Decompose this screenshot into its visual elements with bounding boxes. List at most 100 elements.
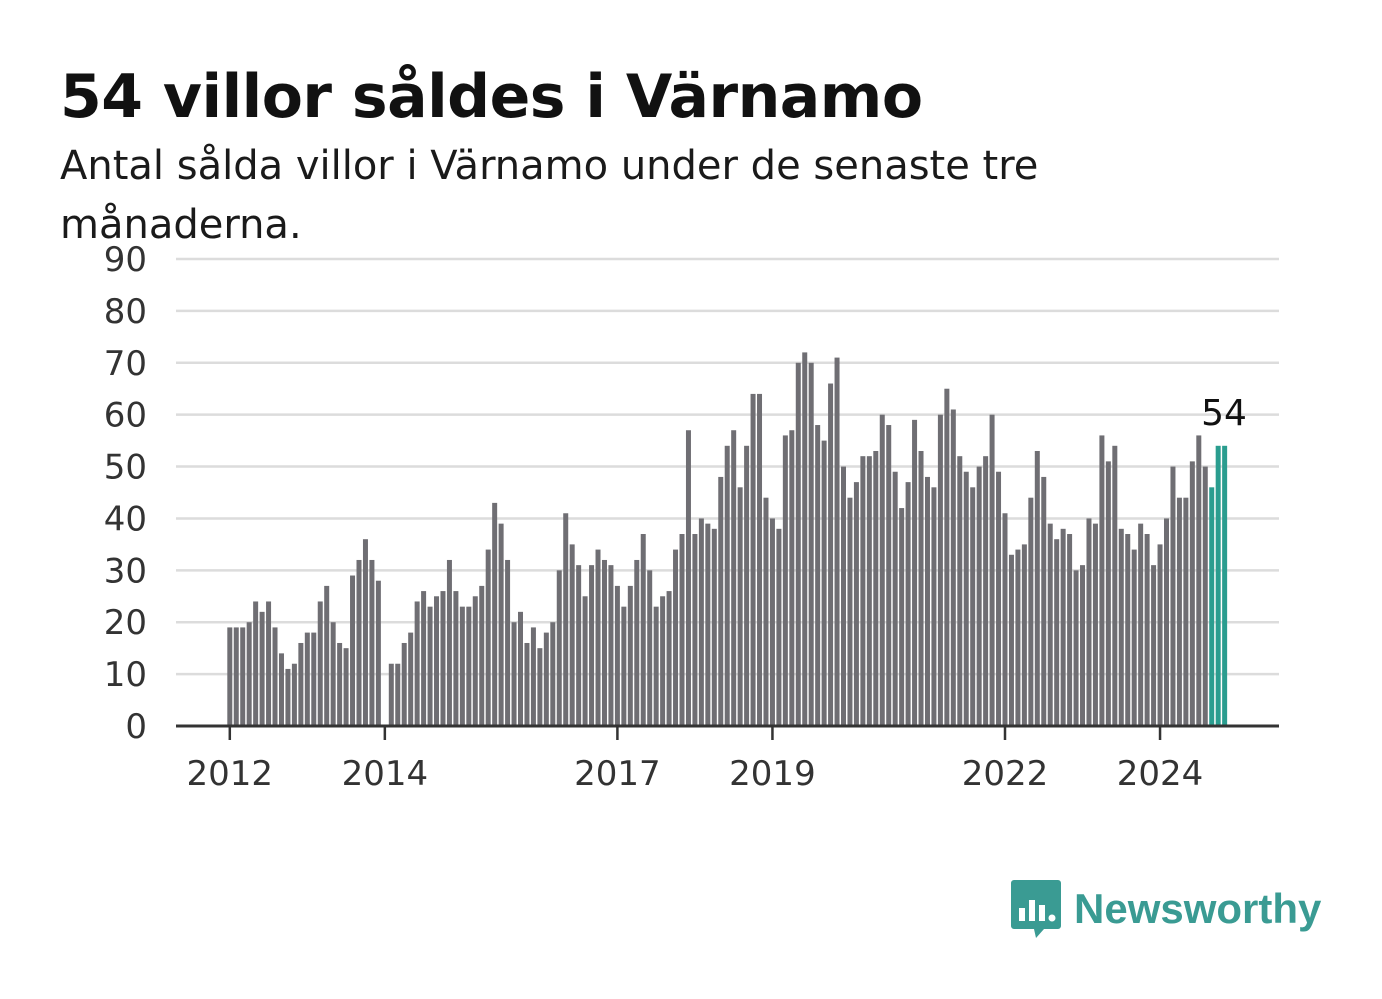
bar: [866, 456, 872, 726]
bar: [944, 388, 950, 726]
bar: [369, 559, 375, 726]
bar: [711, 528, 717, 726]
bar: [899, 508, 905, 726]
bar: [479, 585, 485, 726]
bar: [1015, 549, 1021, 726]
bar: [802, 352, 808, 726]
bar: [634, 559, 640, 726]
bar: [957, 456, 963, 726]
bar: [789, 430, 795, 726]
bar: [601, 559, 607, 726]
newsworthy-brand: Newsworthy: [1010, 878, 1321, 940]
bar: [989, 414, 995, 726]
highlighted-bar: [1215, 445, 1221, 726]
bar: [414, 601, 420, 726]
bar: [337, 642, 343, 726]
bar: [569, 544, 575, 726]
bar: [1170, 466, 1176, 726]
newsworthy-logo-icon: [1011, 880, 1061, 938]
bar: [362, 539, 368, 726]
bar: [595, 549, 601, 726]
bar: [576, 565, 582, 726]
bar: [1176, 497, 1182, 726]
highlighted-bar: [1222, 445, 1228, 726]
bar: [563, 513, 569, 726]
bar: [627, 585, 633, 726]
bar: [1034, 450, 1040, 726]
bar: [330, 622, 336, 726]
bar: [278, 653, 284, 726]
bar: [304, 632, 310, 726]
bar: [976, 466, 982, 726]
bar: [1047, 523, 1053, 726]
bar: [860, 456, 866, 726]
bar: [492, 502, 498, 726]
y-tick-label: 0: [125, 707, 147, 747]
chart-subtitle: Antal sålda villor i Värnamo under de se…: [60, 143, 1039, 248]
bar: [673, 549, 679, 726]
bar: [841, 466, 846, 726]
bar: [1118, 528, 1124, 726]
bar: [459, 606, 465, 726]
bar: [259, 611, 265, 726]
bar: [511, 622, 517, 726]
bar: [1164, 518, 1169, 726]
bar: [924, 476, 930, 726]
bar: [847, 497, 853, 726]
bar: [1054, 539, 1060, 726]
bar: [298, 642, 304, 726]
bar: [266, 601, 272, 726]
bar: [1073, 570, 1079, 726]
bar: [724, 445, 730, 726]
x-tick-label: 2024: [1117, 754, 1204, 794]
bar: [1202, 466, 1208, 726]
bar: [388, 663, 394, 726]
bars: [227, 352, 1228, 726]
bar: [963, 471, 969, 726]
bar: [1021, 544, 1027, 726]
bar: [1196, 435, 1202, 726]
y-tick-label: 40: [104, 499, 147, 539]
last-value-label: 54: [1201, 393, 1247, 434]
bar: [705, 523, 711, 726]
bar: [1105, 461, 1111, 726]
bar: [253, 601, 259, 726]
bar: [886, 425, 892, 726]
bar: [1183, 497, 1189, 726]
bar: [828, 383, 834, 726]
bar: [757, 393, 763, 726]
bar: [853, 482, 859, 726]
bar: [466, 606, 472, 726]
bar: [472, 596, 478, 726]
bar: [1041, 476, 1047, 726]
bar: [1086, 518, 1092, 726]
bar: [401, 642, 407, 726]
bar: [395, 663, 401, 726]
bar: [1028, 497, 1034, 726]
bar: [653, 606, 659, 726]
bar: [485, 549, 491, 726]
bar: [350, 575, 356, 726]
bar: [640, 534, 646, 726]
bar: [1112, 445, 1118, 726]
bar: [1099, 435, 1105, 726]
highlighted-bar: [1209, 487, 1215, 726]
bar: [731, 430, 737, 726]
bar: [608, 565, 614, 726]
bar: [970, 487, 976, 726]
bar: [556, 570, 562, 726]
bar: [937, 414, 943, 726]
bar: [1092, 523, 1098, 726]
x-tick-label: 2014: [342, 754, 429, 794]
bar: [873, 450, 879, 726]
bar: [356, 559, 362, 726]
bar: [931, 487, 937, 726]
bar: [537, 648, 543, 726]
bar: [983, 456, 989, 726]
bar: [291, 663, 297, 726]
bar: [769, 518, 775, 726]
bar: [272, 627, 278, 726]
y-tick-label: 60: [104, 396, 147, 436]
bar: [1157, 544, 1163, 726]
bar: [543, 632, 549, 726]
